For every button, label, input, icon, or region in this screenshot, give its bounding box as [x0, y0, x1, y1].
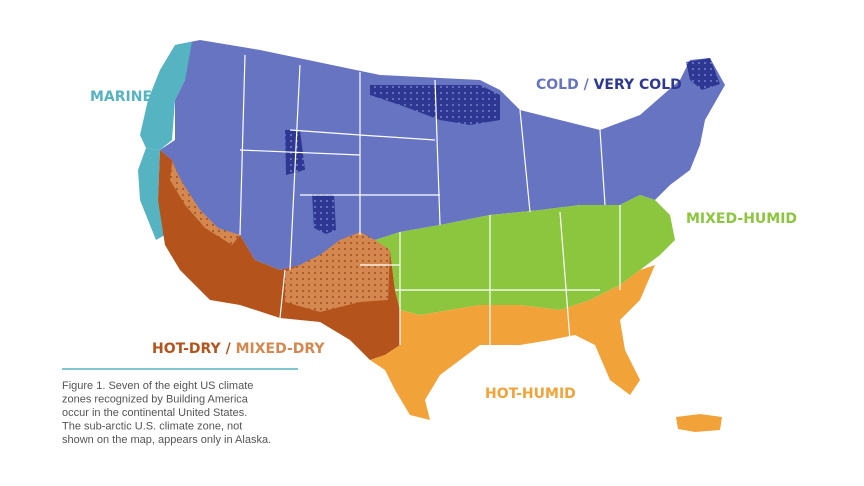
label-separator: / — [584, 77, 590, 93]
zone-marine-coast — [138, 148, 165, 240]
zone-very-cold — [312, 194, 336, 234]
zone-mixed-humid — [375, 195, 675, 315]
label-mixed-dry: MIXED-DRY — [236, 341, 326, 357]
caption-line: zones recognized by Building America — [62, 394, 249, 406]
label-separator: / — [226, 341, 232, 357]
label-very-cold: VERY COLD — [594, 77, 682, 93]
caption-line: The sub-arctic U.S. climate zone, not — [62, 421, 242, 433]
state-borders — [239, 54, 621, 345]
caption-line: occur in the continental United States. — [62, 407, 247, 419]
caption-line: Figure 1. Seven of the eight US climate — [62, 380, 253, 392]
label-cold: COLD — [536, 77, 579, 93]
label-mixed-humid: MIXED-HUMID — [686, 211, 797, 227]
zone-hot-dry — [158, 150, 400, 360]
caption: Figure 1. Seven of the eight US climate z… — [62, 380, 271, 446]
label-hot-humid: HOT-HUMID — [485, 386, 576, 402]
label-hot-dry: HOT-DRY — [152, 341, 222, 357]
zone-very-cold — [370, 85, 500, 125]
zone-cold — [160, 40, 725, 270]
label-marine: MARINE — [90, 89, 152, 105]
zone-marine — [140, 42, 192, 150]
zone-mixed-dry — [170, 162, 240, 245]
map — [138, 40, 725, 432]
label-cold: COLD / VERY COLD — [536, 77, 682, 93]
zone-mixed-dry — [285, 232, 390, 312]
caption-line: shown on the map, appears only in Alaska… — [62, 434, 271, 446]
zone-hot-humid — [370, 265, 655, 420]
zone-very-cold — [686, 58, 720, 90]
puerto-rico — [676, 414, 722, 432]
label-hot-dry: HOT-DRY / MIXED-DRY — [152, 341, 325, 357]
